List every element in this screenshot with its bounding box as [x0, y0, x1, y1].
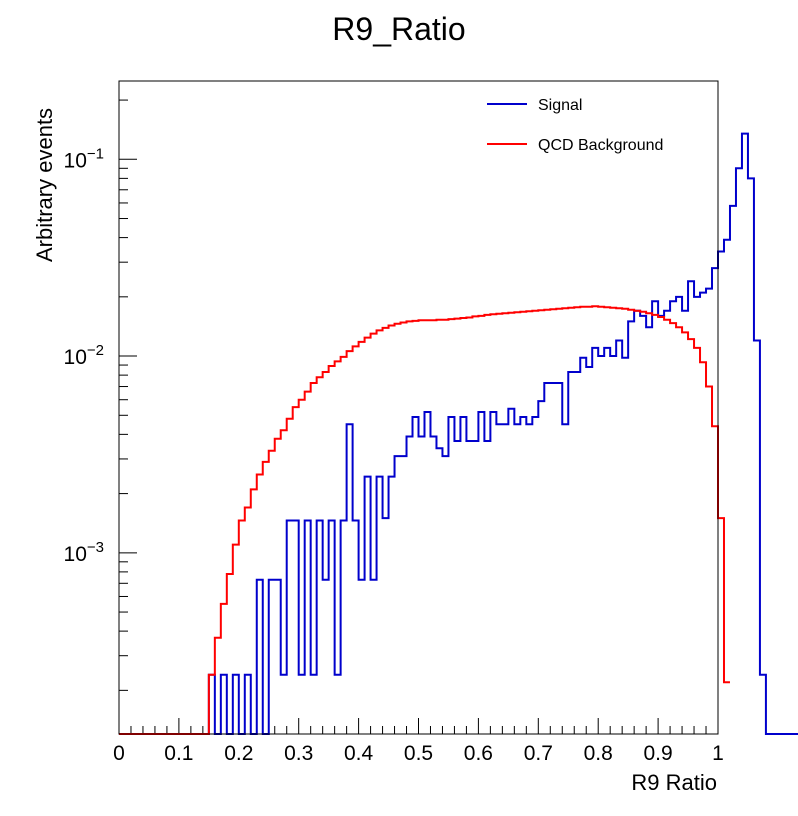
y-axis-label: Arbitrary events	[32, 108, 57, 262]
x-tick-label: 0	[113, 742, 125, 765]
x-tick-label: 0.5	[404, 742, 433, 765]
y-tick-label: 10−1	[64, 145, 104, 172]
y-tick-label: 10−3	[64, 539, 104, 566]
x-tick-label: 0.2	[224, 742, 253, 765]
y-tick-label: 10−2	[64, 342, 104, 369]
x-tick-label: 0.9	[643, 742, 672, 765]
series-group	[119, 132, 798, 735]
y-tick-labels: 10−3 10−2 10−1	[64, 145, 104, 566]
series-signal-line	[119, 132, 798, 735]
x-tick-label: 0.8	[584, 742, 613, 765]
x-tick-label: 0.3	[284, 742, 313, 765]
x-axis-label: R9 Ratio	[631, 770, 717, 795]
x-tick-label: 0.6	[464, 742, 493, 765]
plot-frame	[118, 80, 719, 735]
x-tick-label: 1	[712, 742, 724, 765]
x-tick-label: 0.7	[524, 742, 553, 765]
legend: Signal QCD Background	[487, 97, 663, 154]
x-tick-label: 0.1	[164, 742, 193, 765]
series-qcd-background-line	[119, 305, 730, 735]
legend-entry-label: QCD Background	[538, 137, 663, 154]
x-tick-labels: 0 0.1 0.2 0.3 0.4 0.5 0.6 0.7 0.8 0.9 1	[113, 742, 724, 765]
x-tick-label: 0.4	[344, 742, 374, 765]
legend-entry-label: Signal	[538, 97, 582, 114]
chart-title: R9_Ratio	[332, 11, 465, 47]
